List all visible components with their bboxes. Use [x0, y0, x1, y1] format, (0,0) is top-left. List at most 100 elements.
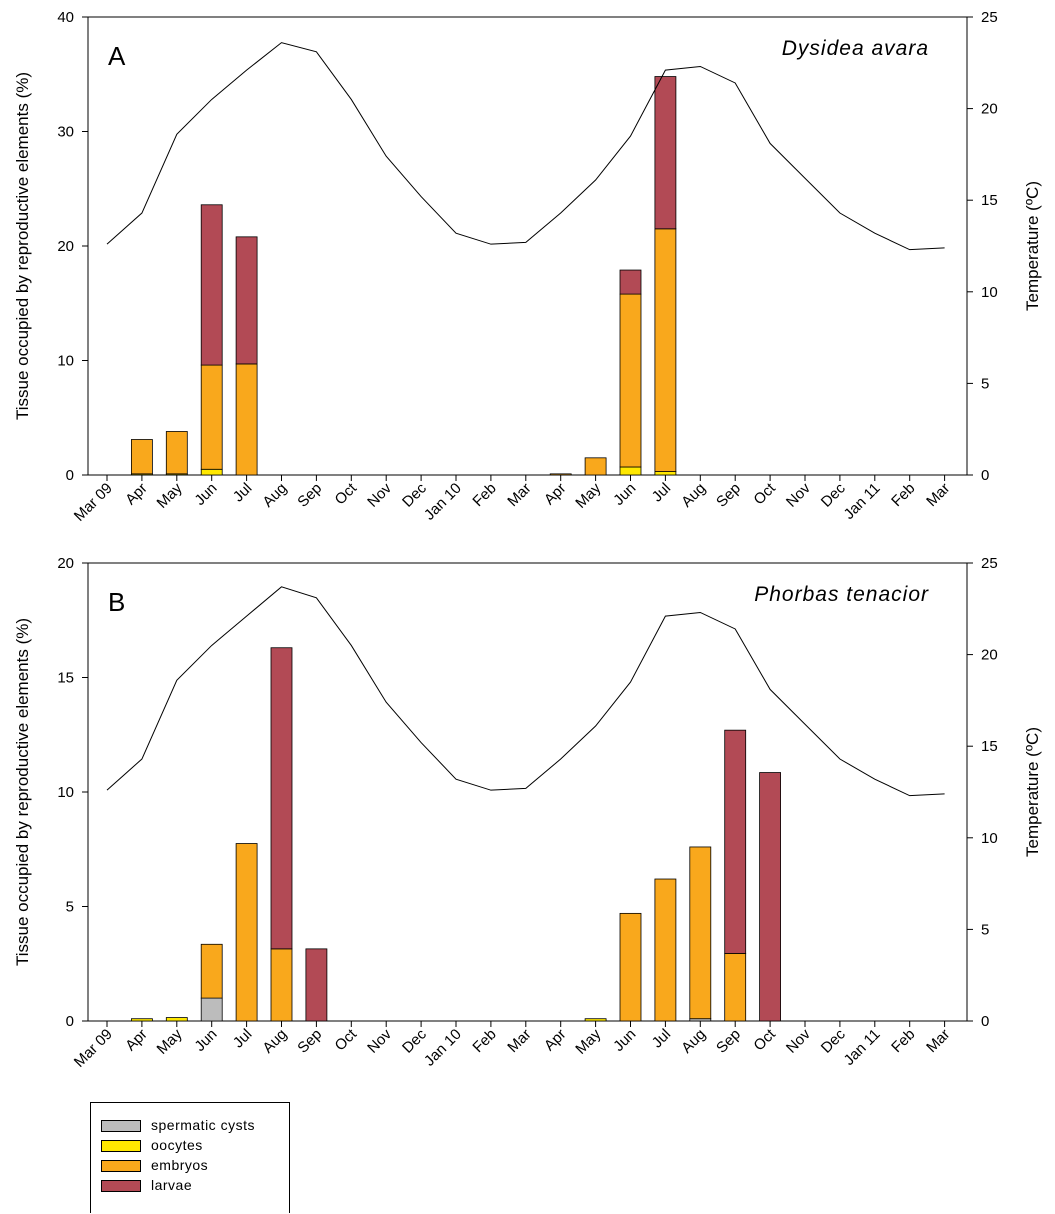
bar-segment — [130, 1018, 153, 1022]
x-tick-label: Jun — [610, 480, 639, 509]
x-tick-label: Feb — [888, 480, 918, 510]
x-tick-label: Jan 11 — [841, 1026, 884, 1069]
x-tick-label: Jul — [649, 480, 675, 506]
bar-segment — [689, 846, 712, 1020]
bar-segment — [235, 363, 258, 476]
y-right-tick-label: 20 — [981, 101, 998, 118]
y-tick-label: 20 — [57, 238, 74, 255]
x-tick-label: Feb — [888, 1026, 918, 1056]
x-tick-label: Aug — [259, 480, 290, 511]
temperature-line — [106, 586, 945, 797]
x-tick-label: May — [154, 479, 186, 511]
legend-label: embryos — [151, 1157, 209, 1173]
x-tick-label: Jun — [191, 480, 220, 509]
y-tick-label: 5 — [66, 899, 74, 916]
legend: spermatic cysts oocytes embryos larvae — [90, 1102, 290, 1213]
x-tick-label: Aug — [259, 1026, 290, 1057]
x-tick-label: Feb — [469, 480, 499, 510]
x-tick-label: Aug — [678, 1026, 709, 1057]
bar-segment — [654, 471, 677, 476]
bar-segment — [654, 76, 677, 230]
x-tick-label: Oct — [750, 479, 779, 508]
x-tick-label: Nov — [364, 479, 395, 510]
x-tick-label: Jul — [230, 1026, 256, 1052]
y-tick-label: 20 — [57, 555, 74, 572]
bar-segment — [200, 943, 223, 999]
x-tick-label: Apr — [541, 480, 570, 509]
y-right-tick-label: 5 — [981, 921, 989, 938]
x-tick-label: Oct — [332, 479, 361, 508]
y-right-tick-label: 25 — [981, 9, 998, 26]
x-tick-label: Oct — [750, 1025, 779, 1054]
bar-segment — [584, 1018, 607, 1022]
species-label: Dysidea avara — [782, 37, 929, 60]
x-tick-label: Nov — [783, 1025, 814, 1056]
bar-segment — [724, 953, 747, 1022]
x-tick-label: Jun — [610, 1026, 639, 1055]
y-right-tick-label: 10 — [981, 830, 998, 847]
bar-segment — [235, 843, 258, 1022]
y-tick-label: 10 — [57, 784, 74, 801]
y-tick-label: 0 — [66, 467, 74, 484]
legend-label: spermatic cysts — [151, 1117, 255, 1133]
legend-label: larvae — [151, 1177, 193, 1193]
y-right-tick-label: 25 — [981, 555, 998, 572]
bar-segment — [270, 948, 293, 1022]
bar-segment — [584, 457, 607, 476]
y-right-tick-label: 0 — [981, 467, 989, 484]
y-right-tick-label: 0 — [981, 1013, 989, 1030]
x-tick-label: Mar — [504, 480, 534, 510]
x-tick-label: Jan 10 — [421, 480, 465, 524]
bar-segment — [270, 647, 293, 950]
x-tick-label: Jul — [230, 480, 256, 506]
y-axis-title: Tissue occupied by reproductive elements… — [13, 618, 32, 966]
y-tick-label: 30 — [57, 124, 74, 141]
panel-label: A — [108, 41, 126, 71]
bar-segment — [200, 204, 223, 366]
x-tick-label: Apr — [122, 480, 151, 509]
x-tick-label: May — [572, 1025, 604, 1057]
x-tick-label: Mar 09 — [71, 480, 116, 525]
y-right-tick-label: 15 — [981, 192, 998, 209]
x-tick-label: Mar — [923, 1026, 953, 1056]
temperature-line — [106, 42, 945, 251]
bar-segment — [200, 364, 223, 470]
bar-segment — [724, 729, 747, 954]
x-tick-label: Sep — [294, 1026, 325, 1057]
bar-segment — [759, 772, 781, 1022]
x-tick-label: Jun — [191, 1026, 220, 1055]
x-tick-label: Sep — [713, 1026, 744, 1057]
bar-segment — [619, 912, 642, 1022]
y-tick-label: 40 — [57, 9, 74, 26]
bar-segment — [165, 1017, 188, 1022]
x-tick-label: Jan 10 — [421, 1026, 465, 1070]
bar-segment — [130, 439, 153, 475]
x-tick-label: Sep — [713, 480, 744, 511]
y-right-tick-label: 10 — [981, 284, 998, 301]
y-right-axis-title: Temperature (ºC) — [1023, 181, 1042, 311]
x-tick-label: May — [154, 1025, 186, 1057]
x-tick-label: Nov — [364, 1025, 395, 1056]
legend-swatch — [101, 1180, 141, 1192]
legend-label: oocytes — [151, 1137, 203, 1153]
x-tick-label: Mar 09 — [71, 1026, 116, 1071]
y-right-axis-title: Temperature (ºC) — [1023, 727, 1042, 857]
bar-segment — [235, 236, 258, 365]
x-tick-label: Mar — [923, 480, 953, 510]
bar-segment — [305, 948, 328, 1022]
x-tick-label: Oct — [332, 1025, 361, 1054]
species-label: Phorbas tenacior — [754, 583, 929, 606]
y-tick-label: 15 — [57, 670, 74, 687]
y-right-tick-label: 20 — [981, 647, 998, 664]
panel-label: B — [108, 587, 125, 617]
x-tick-label: Sep — [294, 480, 325, 511]
bar-segment — [549, 473, 572, 476]
y-axis-title: Tissue occupied by reproductive elements… — [13, 72, 32, 420]
x-tick-label: Jul — [649, 1026, 675, 1052]
legend-swatch — [101, 1140, 141, 1152]
y-tick-label: 0 — [66, 1013, 74, 1030]
y-right-tick-label: 5 — [981, 375, 989, 392]
